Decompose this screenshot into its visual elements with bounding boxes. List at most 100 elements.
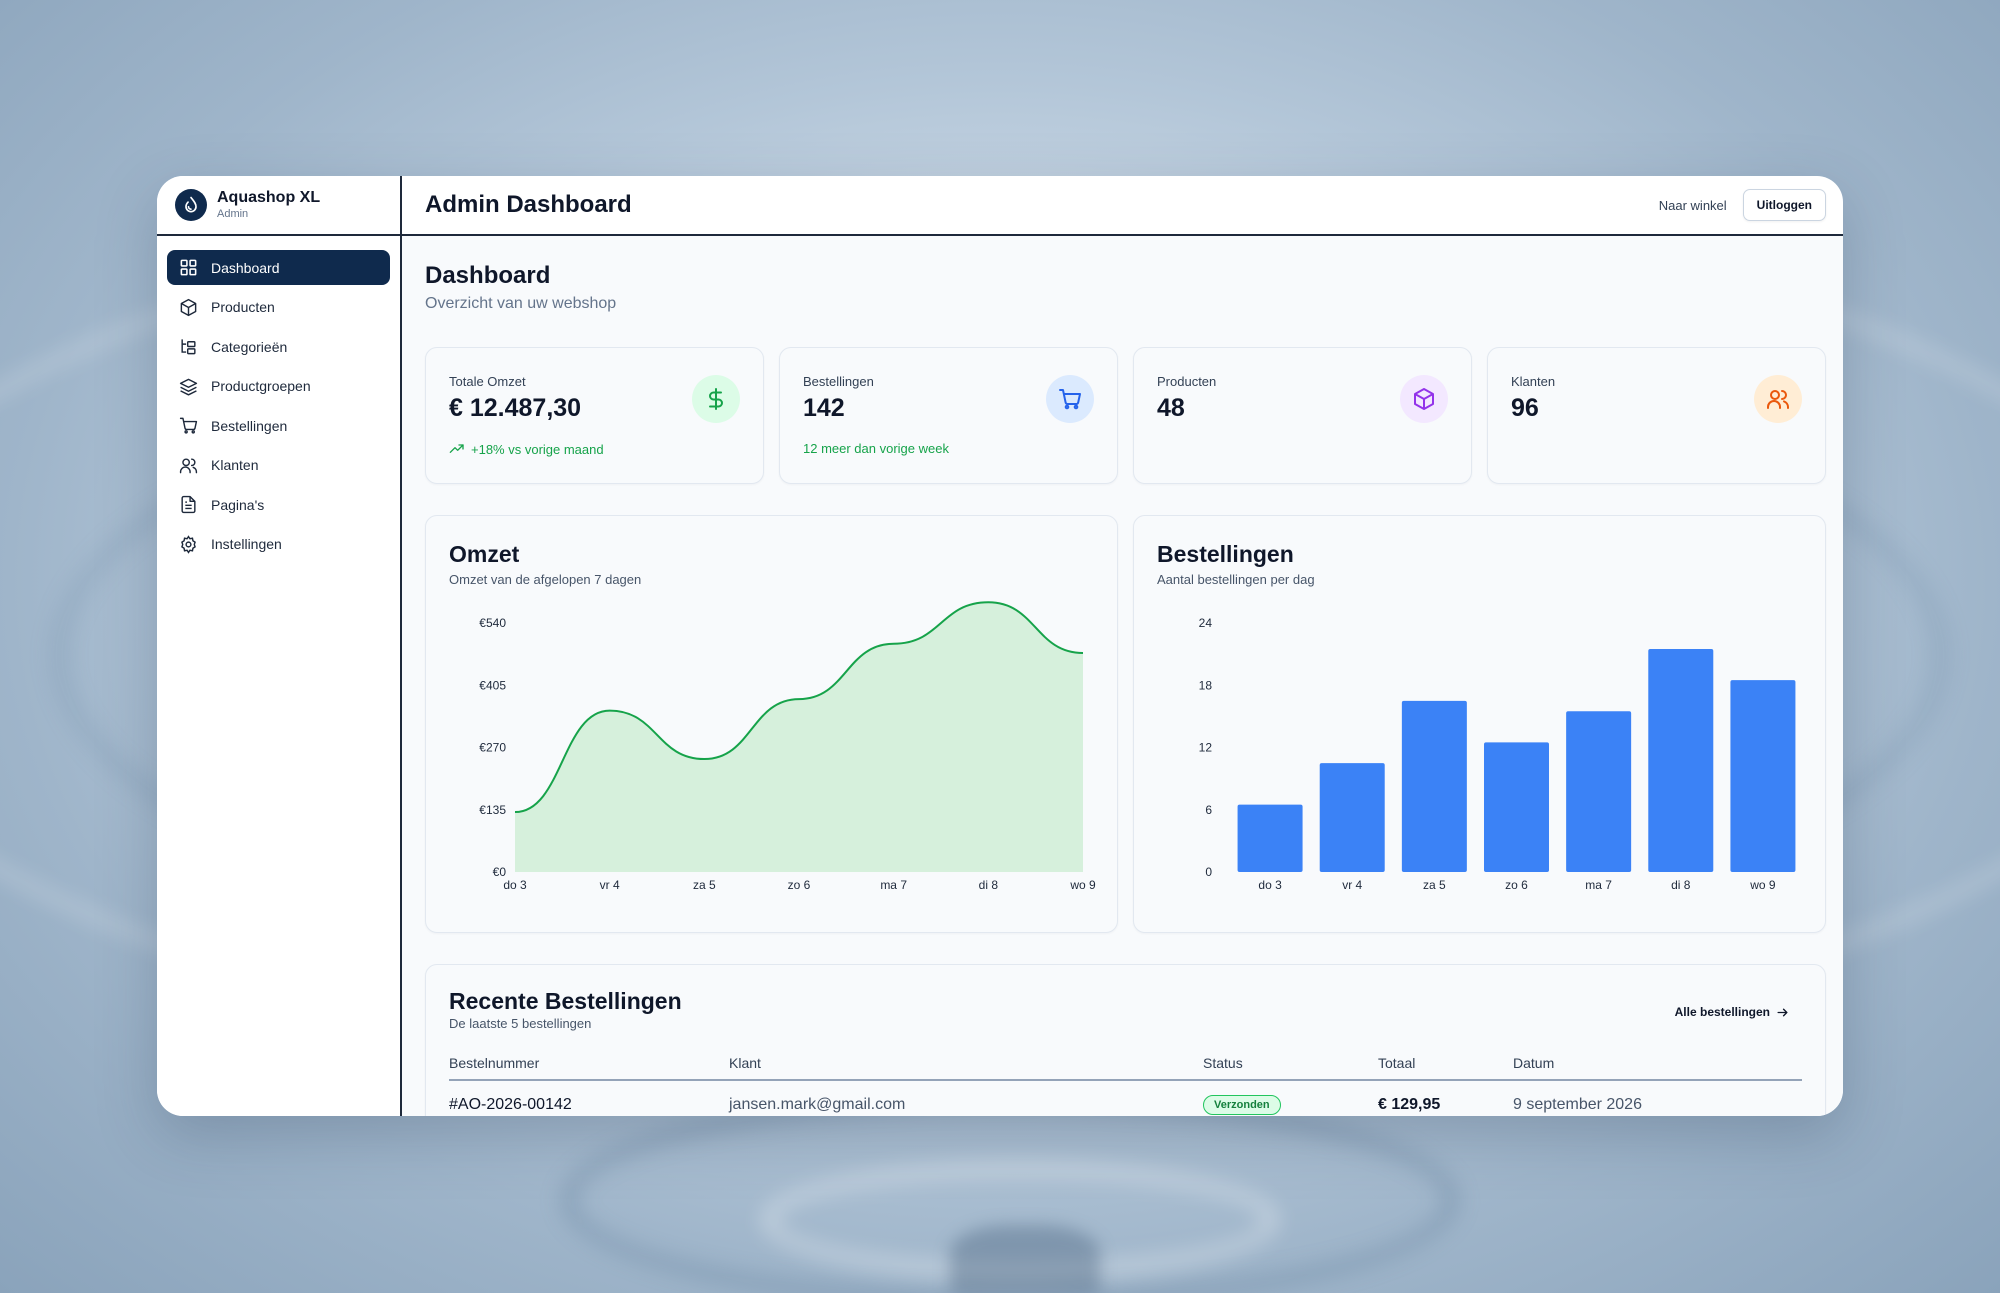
page-subtitle: Overzicht van uw webshop [425,295,617,312]
recent-orders-card: Recente Bestellingen De laatste 5 bestel… [425,964,1826,1116]
y-tick-label: €135 [479,803,506,817]
box-icon [1400,375,1448,423]
sidebar-item-label: Productgroepen [211,378,311,394]
order-date: 9 september 2026 [1513,1096,1642,1113]
x-tick-label: vr 4 [600,878,620,892]
users-icon [179,457,198,473]
sidebar-item-paginas[interactable]: Pagina's [167,487,390,522]
bar [1319,763,1385,872]
sidebar-item-label: Categorieën [211,338,288,355]
sidebar-item-label: Pagina's [211,496,265,513]
stat-card-products: Producten 48 [1133,347,1472,484]
stat-value: 142 [803,394,845,422]
stat-card-revenue: Totale Omzet € 12.487,30 +18% vs vorige … [425,347,764,484]
store-link[interactable]: Naar winkel [1658,197,1727,213]
bar [1484,742,1549,872]
arrow-right-icon [1777,1008,1788,1016]
header-title: Admin Dashboard [425,191,632,218]
chart-subtitle: Aantal bestellingen per dag [1157,572,1315,587]
bar [1401,700,1467,872]
x-tick-label: di 8 [1671,878,1691,892]
column-header[interactable]: Bestelnummer [449,1055,540,1071]
sidebar-item-bestellingen[interactable]: Bestellingen [167,408,390,443]
grid-icon [180,259,197,276]
sidebar-item-klanten[interactable]: Klanten [167,448,390,483]
bar [1648,648,1714,872]
orders-bar-chart: 0 6 12 18 24 do 3 vr 4 za 5 zo 6 ma 7 di 8 wo 9 [1199,616,1796,892]
sidebar-item-dashboard[interactable]: Dashboard [167,250,390,285]
stats-row: Totale Omzet € 12.487,30 +18% vs vorige … [425,347,1826,484]
sidebar-nav: Dashboard Producten Categorieën Productg… [157,236,400,580]
sidebar-item-instellingen[interactable]: Instellingen [167,527,390,562]
y-tick-label: 18 [1199,678,1213,692]
column-header[interactable]: Status [1203,1055,1243,1071]
orders-table-header: Bestelnummer Klant Status Totaal Datum [449,1055,1802,1081]
y-tick-label: 12 [1199,741,1213,755]
order-number[interactable]: #AO-2026-00142 [449,1096,572,1113]
app-name: Aquashop XL [217,189,321,206]
stat-value: 48 [1157,394,1185,422]
x-tick-label: za 5 [1423,878,1446,892]
water-drop-logo-icon [175,189,207,221]
status-badge: Verzonden [1203,1095,1281,1115]
chart-subtitle: Omzet van de afgelopen 7 dagen [449,572,642,587]
column-header[interactable]: Klant [729,1055,761,1071]
bar [1730,680,1796,872]
chart-title: Bestellingen [1157,541,1294,567]
stat-card-orders: Bestellingen 142 12 meer dan vorige week [779,347,1118,484]
column-header[interactable]: Datum [1513,1055,1555,1071]
dollar-icon [692,375,740,423]
stat-label: Bestellingen [803,374,874,389]
sidebar-item-producten[interactable]: Producten [167,290,390,325]
layers-icon [179,378,198,396]
orders-chart-card: Bestellingen Aantal bestellingen per dag… [1133,515,1826,933]
sidebar-item-label: Instellingen [211,536,282,552]
x-tick-label: zo 6 [1505,878,1528,892]
y-tick-label: 6 [1205,803,1212,817]
sidebar-item-productgroepen[interactable]: Productgroepen [167,369,390,404]
logout-button[interactable]: Uitloggen [1742,189,1826,221]
chart-title: Omzet [449,541,520,567]
stat-label: Klanten [1511,374,1556,389]
tree-icon [181,339,196,355]
revenue-line [514,601,1084,814]
y-tick-label: €405 [479,678,506,692]
brand[interactable]: Aquashop XL Admin [157,176,400,236]
page-title: Dashboard [425,262,551,289]
all-orders-link[interactable]: Alle bestellingen [1675,1005,1789,1019]
stat-label: Producten [1157,374,1217,389]
gear-icon [181,534,196,554]
stat-value: € 12.487,30 [449,394,582,422]
x-tick-label: di 8 [979,878,999,892]
x-tick-label: do 3 [503,878,527,892]
cart-icon [179,417,198,434]
bar [1566,711,1632,872]
y-tick-label: €540 [479,616,506,630]
all-orders-label: Alle bestellingen [1674,1005,1770,1019]
sidebar: Aquashop XL Admin Dashboard Producten Ca… [157,176,402,1116]
revenue-area-fill [515,602,1083,872]
x-tick-label: ma 7 [880,878,907,892]
x-tick-label: wo 9 [1749,878,1776,892]
box-icon [180,298,197,316]
column-header[interactable]: Totaal [1378,1055,1416,1071]
y-tick-label: €270 [479,741,506,755]
revenue-chart-card: Omzet Omzet van de afgelopen 7 dagen €0 €… [425,515,1118,933]
stat-trend-text: 12 meer dan vorige week [803,441,949,456]
sidebar-item-label: Klanten [211,457,259,473]
order-customer: jansen.mark@gmail.com [729,1096,906,1113]
trending-up-icon [449,444,464,453]
table-row[interactable]: #AO-2026-00142 jansen.mark@gmail.com Ver… [449,1081,1802,1115]
y-tick-label: €0 [493,865,507,879]
x-tick-label: wo 9 [1069,878,1096,892]
stat-trend: 12 meer dan vorige week [803,441,1094,456]
sidebar-item-categorieen[interactable]: Categorieën [167,329,390,364]
y-tick-label: 0 [1205,865,1212,879]
x-tick-label: za 5 [693,878,716,892]
cart-icon [1046,375,1094,423]
stat-label: Totale Omzet [449,374,526,389]
x-tick-label: do 3 [1258,878,1282,892]
bar [1237,804,1303,872]
sidebar-item-label: Dashboard [211,259,280,276]
main-area: Admin Dashboard Naar winkel Uitloggen Da… [402,176,1843,1116]
